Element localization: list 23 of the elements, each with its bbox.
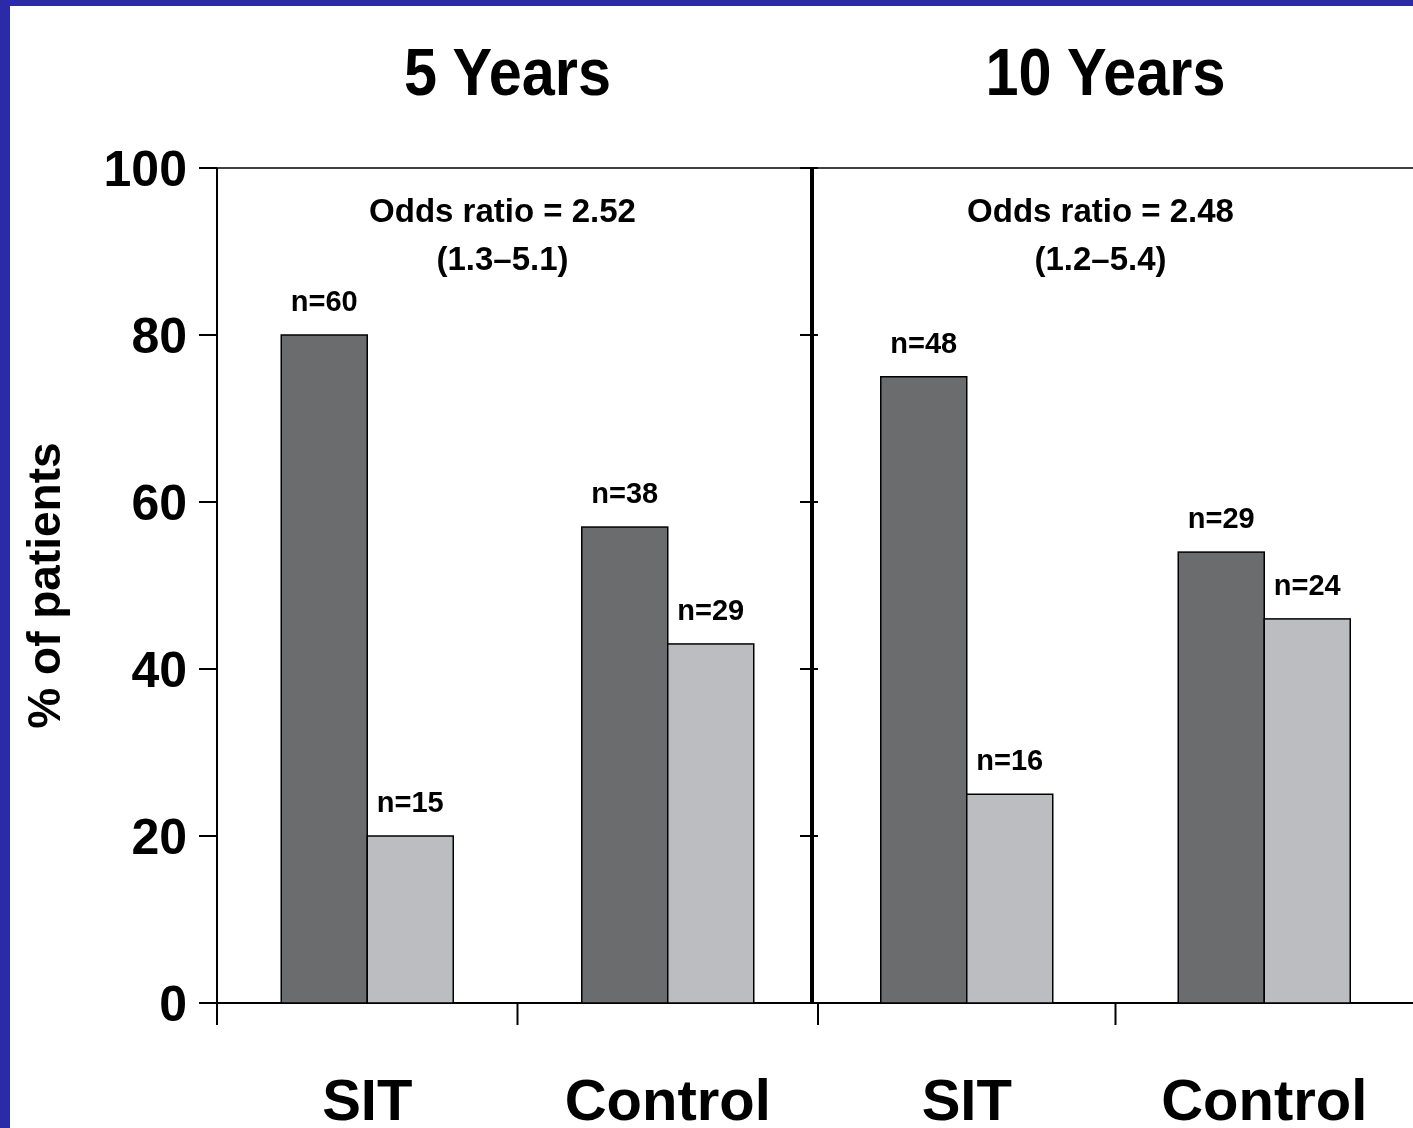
y-tick-label: 60: [131, 474, 187, 531]
y-tick-label: 0: [159, 975, 187, 1032]
annotation: n=60: [290, 285, 358, 317]
y-tick-label: 100: [103, 140, 187, 197]
annotation: n=29: [677, 593, 745, 626]
x-tick-label: SIT: [322, 1067, 413, 1128]
annotation: n=29: [1187, 502, 1255, 535]
y-axis-title: % of patients: [18, 442, 70, 729]
annotation: n=48: [890, 326, 958, 359]
annotation: n=24: [1273, 568, 1341, 601]
x-tick-label: SIT: [921, 1067, 1012, 1128]
y-tick-label: 40: [131, 641, 187, 698]
y-tick-label: 20: [131, 808, 187, 865]
y-tick-label: 80: [131, 307, 187, 364]
annotation: n=15: [376, 786, 444, 818]
x-tick-label: Control: [1161, 1067, 1368, 1128]
annotation: Odds ratio = 2.52 (1.3–5.1): [369, 192, 636, 277]
annotation: n=38: [591, 477, 659, 510]
x-tick-label: Control: [564, 1067, 771, 1128]
chart-title: 10 Years: [985, 35, 1226, 109]
annotation: n=16: [976, 744, 1044, 777]
chart-title: 5 Years: [404, 35, 611, 109]
annotation: Odds ratio = 2.48 (1.2–5.4): [967, 192, 1234, 277]
